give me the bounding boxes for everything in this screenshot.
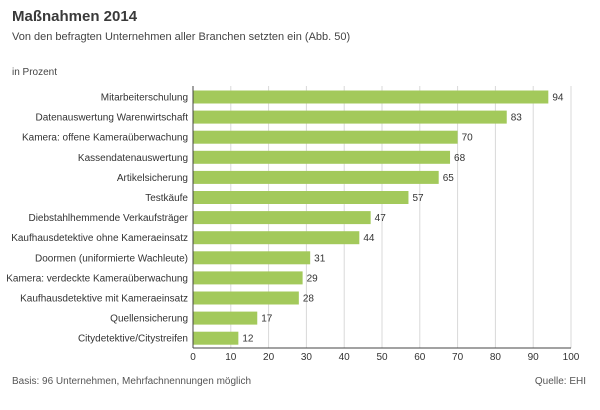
value-label-10: 28 [303,294,315,305]
value-label-12: 12 [242,334,254,345]
value-label-1: 83 [511,113,523,124]
x-tick-label-100: 100 [563,352,580,363]
bar-11 [193,311,258,325]
x-tick-label-60: 60 [414,352,426,363]
value-label-2: 70 [462,133,474,144]
chart-title: Maßnahmen 2014 [12,8,138,25]
value-label-3: 68 [454,153,466,164]
x-tick-label-90: 90 [528,352,540,363]
value-label-6: 47 [375,213,387,224]
value-label-8: 31 [314,253,326,264]
value-label-9: 29 [307,273,319,284]
category-label-12: Citydetektive/Citystreifen [78,334,188,345]
bar-0 [193,90,549,104]
value-label-11: 17 [261,314,273,325]
value-label-7: 44 [363,233,375,244]
value-label-0: 94 [552,93,564,104]
bar-8 [193,251,311,265]
bar-2 [193,130,458,144]
category-label-7: Kaufhausdetektive ohne Kameraeinsatz [11,233,188,244]
category-label-4: Artikelsicherung [117,173,188,184]
category-label-11: Quellensicherung [110,314,188,325]
bar-7 [193,231,360,245]
x-tick-label-0: 0 [190,352,196,363]
x-tick-label-10: 10 [225,352,237,363]
bar-9 [193,271,303,285]
bar-12 [193,331,239,345]
x-tick-label-20: 20 [263,352,275,363]
category-label-1: Datenauswertung Warenwirtschaft [36,113,189,124]
bar-1 [193,110,507,124]
category-label-9: Kamera: verdeckte Kameraüberwachung [6,273,188,284]
chart-subtitle: Von den befragten Unternehmen aller Bran… [12,31,351,43]
category-label-0: Mitarbeiterschulung [101,93,188,104]
bar-3 [193,150,451,164]
bar-4 [193,170,439,184]
x-tick-label-70: 70 [452,352,464,363]
category-label-6: Diebstahlhemmende Verkaufsträger [28,213,188,224]
x-tick-label-50: 50 [376,352,388,363]
footnote-basis: Basis: 96 Unternehmen, Mehrfachnennungen… [12,376,252,387]
category-label-3: Kassendatenauswertung [78,153,188,164]
bar-5 [193,191,409,204]
unit-label: in Prozent [12,67,58,78]
category-label-5: Testkäufe [145,193,188,204]
bar-10 [193,291,299,305]
source-note: Quelle: EHI [534,376,586,387]
x-tick-label-80: 80 [490,352,502,363]
value-label-4: 65 [443,173,455,184]
value-label-5: 57 [412,193,424,204]
category-label-8: Doormen (uniformierte Wachleute) [35,253,188,264]
x-tick-label-40: 40 [339,352,351,363]
category-label-10: Kaufhausdetektive mit Kameraeinsatz [20,294,188,305]
category-label-2: Kamera: offene Kameraüberwachung [22,133,188,144]
bar-6 [193,211,371,225]
x-tick-label-30: 30 [301,352,313,363]
